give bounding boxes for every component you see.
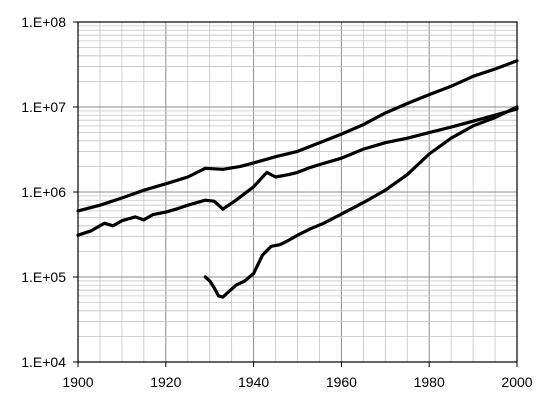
x-tick-label: 1980 xyxy=(414,374,445,390)
series-line-1 xyxy=(76,59,519,213)
y-tick-label: 1.E+07 xyxy=(21,99,66,115)
x-tick-label: 1940 xyxy=(238,374,269,390)
x-tick-label: 1900 xyxy=(62,374,93,390)
chart-series xyxy=(76,59,519,299)
x-tick-label: 1960 xyxy=(326,374,357,390)
chart-grid xyxy=(78,22,517,362)
y-tick-label: 1.E+04 xyxy=(21,354,66,370)
series-line-2 xyxy=(76,107,519,237)
chart-axes xyxy=(73,21,518,367)
x-tick-label: 2000 xyxy=(501,374,532,390)
chart-tick-labels: 1900 1920 1940 1960 1980 2000 1.E+04 1.E+05 1.E+… xyxy=(21,14,533,390)
y-tick-label: 1.E+05 xyxy=(21,269,66,285)
series-line-3 xyxy=(203,105,519,299)
x-tick-label: 1920 xyxy=(150,374,181,390)
y-tick-label: 1.E+06 xyxy=(21,184,66,200)
y-tick-label: 1.E+08 xyxy=(21,14,66,30)
